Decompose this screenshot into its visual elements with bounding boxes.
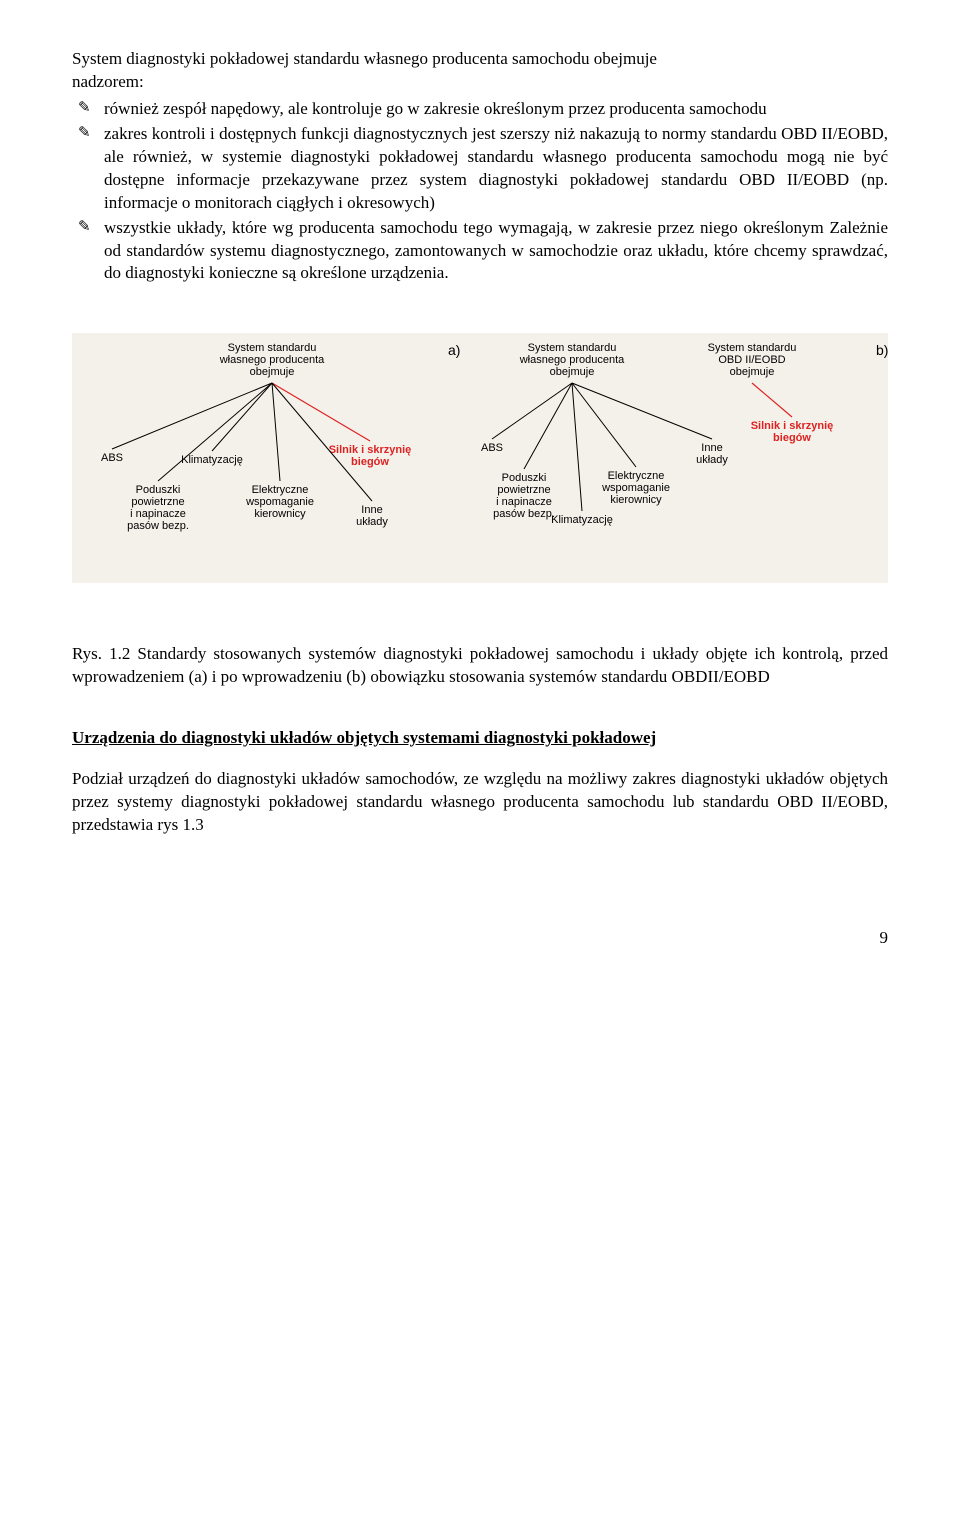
bullet-list: również zespół napędowy, ale kontroluje …	[72, 98, 888, 286]
svg-text:Elektrycznewspomaganiekierowni: Elektrycznewspomaganiekierownicy	[601, 470, 670, 506]
page-number: 9	[72, 927, 888, 950]
svg-text:Poduszkipowietrznei napinaczep: Poduszkipowietrznei napinaczepasów bezp.	[493, 472, 555, 520]
list-item: wszystkie układy, które wg producenta sa…	[72, 217, 888, 286]
intro-line-1: System diagnostyki pokładowej standardu …	[72, 48, 888, 71]
svg-text:Klimatyzację: Klimatyzację	[551, 514, 613, 526]
svg-text:a): a)	[448, 342, 460, 358]
svg-text:Elektrycznewspomaganiekierowni: Elektrycznewspomaganiekierownicy	[245, 484, 314, 520]
svg-text:b): b)	[876, 342, 888, 358]
svg-text:ABS: ABS	[101, 452, 123, 464]
svg-text:ABS: ABS	[481, 442, 503, 454]
section-paragraph: Podział urządzeń do diagnostyki układów …	[72, 768, 888, 837]
svg-text:Poduszkipowietrznei napinaczep: Poduszkipowietrznei napinaczepasów bezp.	[127, 484, 189, 532]
svg-text:Klimatyzację: Klimatyzację	[181, 454, 243, 466]
section-heading: Urządzenia do diagnostyki układów objęty…	[72, 727, 888, 750]
figure-caption: Rys. 1.2 Standardy stosowanych systemów …	[72, 643, 888, 689]
list-item: również zespół napędowy, ale kontroluje …	[72, 98, 888, 121]
intro-line-2: nadzorem:	[72, 71, 888, 94]
diagram-figure: a)System standarduwłasnego producentaobe…	[72, 333, 888, 583]
list-item: zakres kontroli i dostępnych funkcji dia…	[72, 123, 888, 215]
diagram-svg: a)System standarduwłasnego producentaobe…	[72, 333, 888, 583]
